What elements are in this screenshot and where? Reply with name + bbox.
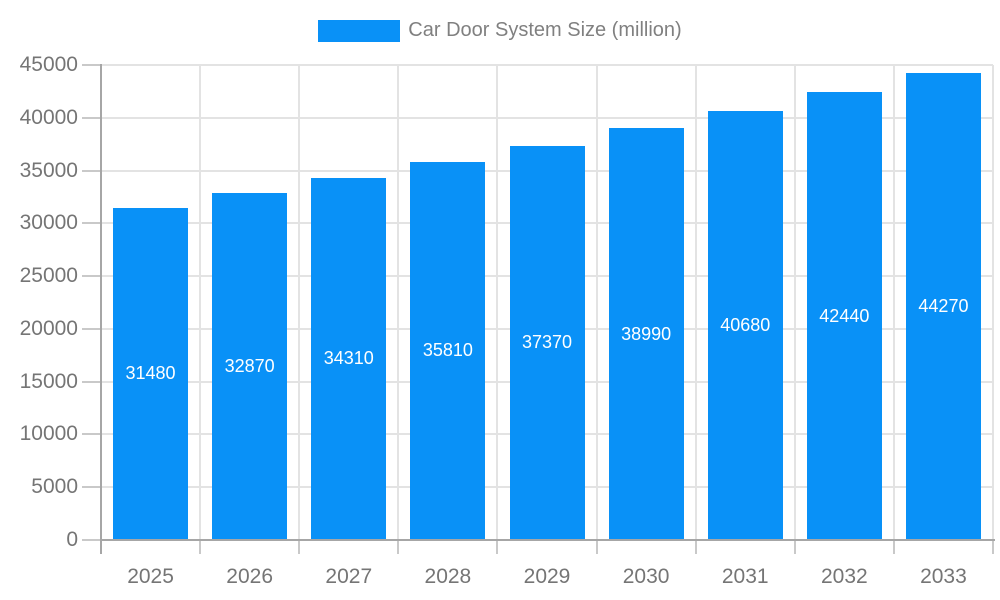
y-axis-tick [82,327,101,330]
bar-value-label: 31480 [125,363,176,384]
y-axis-tick-label: 5000 [31,475,78,499]
y-axis-tick-label: 15000 [19,369,78,393]
x-axis-tick [199,540,202,554]
bar-value-label: 37370 [521,332,573,353]
x-axis-tick-label: 2027 [325,565,373,588]
bar[interactable]: 42440 [806,92,882,540]
v-gridline [694,65,697,540]
bar-value-label: 38990 [621,323,672,344]
y-axis-tick [82,116,101,119]
v-gridline [595,65,598,540]
y-axis-tick-label: 45000 [19,53,78,76]
x-axis-tick-label: 2028 [424,565,472,588]
bar[interactable]: 32870 [212,193,288,540]
x-axis-tick [595,540,598,554]
v-gridline [793,65,796,540]
y-axis-tick [82,433,101,436]
bar[interactable]: 34310 [311,177,387,540]
y-axis-tick [82,539,101,541]
bar-value-label: 32870 [224,356,275,376]
v-gridline [992,65,994,540]
h-gridline [101,116,993,119]
bar-value-label: 44270 [918,295,969,316]
bar-value-label: 40680 [720,314,771,335]
x-axis-tick [694,540,697,554]
bar[interactable]: 40680 [707,110,783,540]
x-axis-tick [892,540,895,554]
y-axis-tick-label: 20000 [19,316,78,340]
v-gridline [298,65,301,540]
y-axis-tick-label: 35000 [19,158,78,182]
h-gridline [101,64,993,66]
x-axis-tick [397,540,400,554]
y-axis-tick-label: 40000 [19,105,78,129]
y-axis-tick [82,64,101,66]
y-axis-line [100,64,102,554]
bar[interactable]: 37370 [509,145,585,540]
y-axis-tick [82,486,101,489]
x-axis-tick-label: 2032 [820,565,868,588]
v-gridline [496,65,499,540]
v-gridline [397,65,400,540]
legend-swatch [318,19,401,42]
y-axis-tick [82,275,101,278]
legend[interactable]: Car Door System Size (million) [0,19,1000,42]
x-axis-tick [992,540,994,554]
x-axis-tick-label: 2026 [226,565,274,588]
v-gridline [199,65,202,540]
x-axis-tick [793,540,796,554]
x-axis-tick-label: 2029 [523,565,571,588]
y-axis-tick-label: 0 [66,528,78,551]
y-axis-tick-label: 25000 [19,264,78,288]
y-axis-tick [82,222,101,225]
bar-value-label: 34310 [323,348,374,369]
legend-label: Car Door System Size (million) [408,19,682,41]
x-axis-tick-label: 2031 [721,565,769,588]
x-axis-tick-label: 2030 [622,565,670,588]
x-axis-tick [298,540,301,554]
y-axis-tick [82,380,101,383]
x-axis-tick-label: 2025 [127,565,174,588]
x-axis-line [100,539,995,541]
bar[interactable]: 31480 [113,207,189,540]
x-axis-tick-label: 2033 [920,565,967,588]
v-gridline [892,65,895,540]
y-axis-tick-label: 10000 [19,422,78,446]
bar-value-label: 42440 [819,305,870,326]
bar[interactable]: 35810 [410,162,486,540]
x-axis-tick [496,540,499,554]
y-axis-tick [82,169,101,172]
bar[interactable]: 38990 [608,128,684,540]
bar[interactable]: 44270 [905,72,981,540]
y-axis-tick-label: 30000 [19,211,78,235]
bar-value-label: 35810 [422,340,473,361]
